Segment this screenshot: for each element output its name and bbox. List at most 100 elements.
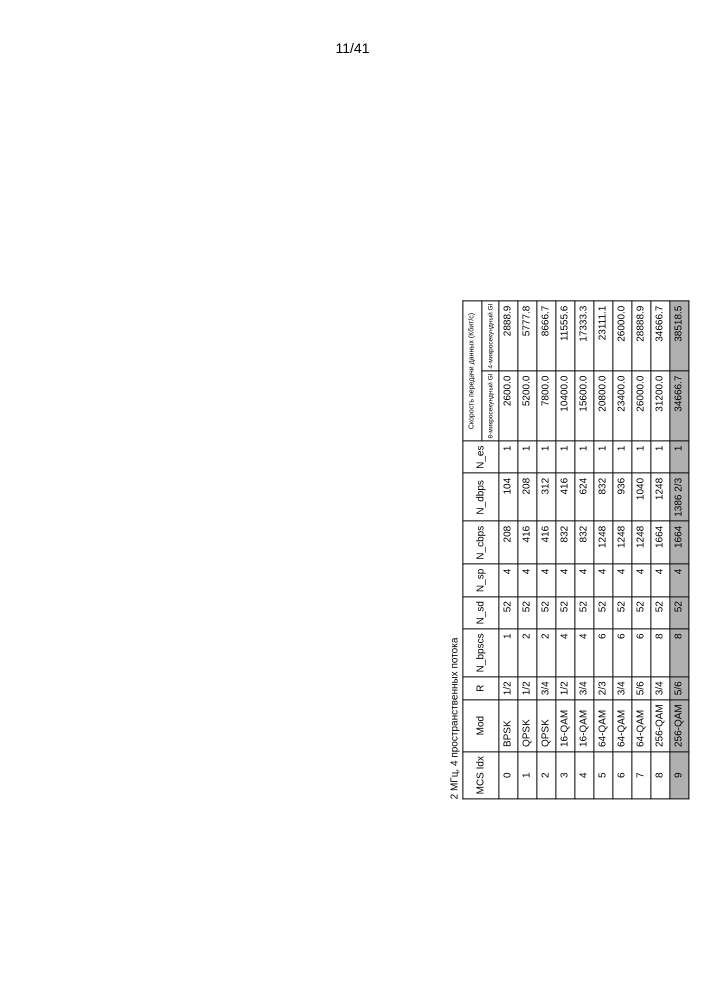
cell-nbpscs: 4	[556, 629, 575, 677]
cell-nbpscs: 2	[518, 629, 537, 677]
table-body: 0BPSK1/2152420810412600.02888.91QPSK1/22…	[499, 301, 689, 799]
cell-nsp: 4	[632, 564, 651, 596]
cell-nsp: 4	[651, 564, 670, 596]
cell-r: 3/4	[651, 677, 670, 700]
table-row: 2QPSK3/4252441631217800.08666.7	[537, 301, 556, 799]
cell-rate2: 34666.7	[651, 301, 670, 371]
cell-nes: 1	[632, 441, 651, 473]
cell-mcs: 5	[594, 752, 613, 799]
cell-r: 2/3	[594, 677, 613, 700]
cell-nsp: 4	[594, 564, 613, 596]
cell-nsp: 4	[575, 564, 594, 596]
header-nsp: N_sp	[463, 564, 499, 596]
cell-ncbps: 832	[556, 521, 575, 564]
cell-mcs: 0	[499, 752, 518, 799]
cell-mod: 64-QAM	[594, 700, 613, 752]
header-rate-sub1: 8-микросекундный GI	[482, 371, 499, 441]
table-row: 416-QAM3/44524832624115600.017333.3	[575, 301, 594, 799]
cell-rate2: 8666.7	[537, 301, 556, 371]
cell-rate1: 7800.0	[537, 371, 556, 441]
cell-ndbps: 1386 2/3	[670, 473, 689, 521]
cell-ncbps: 208	[499, 521, 518, 564]
cell-nes: 1	[575, 441, 594, 473]
cell-rate2: 2888.9	[499, 301, 518, 371]
cell-ncbps: 1248	[613, 521, 632, 564]
cell-ndbps: 1248	[651, 473, 670, 521]
cell-nbpscs: 8	[670, 629, 689, 677]
cell-nsd: 52	[499, 597, 518, 629]
table-title: 2 МГц, 4 пространственных потока	[449, 301, 460, 800]
cell-nbpscs: 2	[537, 629, 556, 677]
cell-nsd: 52	[651, 597, 670, 629]
header-nes: N_es	[463, 441, 499, 473]
page-number: 11/41	[0, 40, 705, 56]
cell-nbpscs: 1	[499, 629, 518, 677]
cell-nes: 1	[651, 441, 670, 473]
table-row: 764-QAM5/6652412481040126000.028888.9	[632, 301, 651, 799]
cell-mcs: 1	[518, 752, 537, 799]
cell-r: 3/4	[613, 677, 632, 700]
cell-nsp: 4	[613, 564, 632, 596]
table-row: 1QPSK1/2252441620815200.05777.8	[518, 301, 537, 799]
cell-ndbps: 832	[594, 473, 613, 521]
cell-ndbps: 936	[613, 473, 632, 521]
cell-ncbps: 1664	[670, 521, 689, 564]
cell-nbpscs: 6	[632, 629, 651, 677]
cell-mcs: 4	[575, 752, 594, 799]
header-nbpscs: N_bpscs	[463, 629, 499, 677]
rotated-figure-container: 2 МГц, 4 пространственных потока MCS Idx…	[449, 301, 689, 800]
cell-rate1: 20800.0	[594, 371, 613, 441]
header-rate-top: Скорость передачи данных (Кбит/с)	[463, 301, 482, 441]
cell-rate2: 26000.0	[613, 301, 632, 371]
cell-ndbps: 104	[499, 473, 518, 521]
cell-mcs: 9	[670, 752, 689, 799]
cell-mod: BPSK	[499, 700, 518, 752]
cell-ndbps: 208	[518, 473, 537, 521]
cell-rate1: 31200.0	[651, 371, 670, 441]
cell-mcs: 3	[556, 752, 575, 799]
cell-nsp: 4	[537, 564, 556, 596]
cell-ncbps: 416	[537, 521, 556, 564]
cell-nes: 1	[499, 441, 518, 473]
header-mcs: MCS Idx	[463, 752, 499, 799]
cell-rate2: 28888.9	[632, 301, 651, 371]
cell-ncbps: 1248	[594, 521, 613, 564]
cell-r: 3/4	[575, 677, 594, 700]
cell-r: 5/6	[632, 677, 651, 700]
cell-nsd: 52	[594, 597, 613, 629]
cell-nsd: 52	[613, 597, 632, 629]
cell-rate2: 17333.3	[575, 301, 594, 371]
cell-ncbps: 1664	[651, 521, 670, 564]
cell-nbpscs: 4	[575, 629, 594, 677]
table-header-row: MCS Idx Mod R N_bpscs N_sd N_sp N_cbps N…	[463, 301, 482, 799]
cell-mod: 16-QAM	[556, 700, 575, 752]
cell-nes: 1	[594, 441, 613, 473]
cell-nsd: 52	[632, 597, 651, 629]
cell-nsp: 4	[499, 564, 518, 596]
cell-nes: 1	[613, 441, 632, 473]
cell-rate1: 15600.0	[575, 371, 594, 441]
cell-mcs: 2	[537, 752, 556, 799]
cell-mod: 16-QAM	[575, 700, 594, 752]
cell-mod: 64-QAM	[632, 700, 651, 752]
cell-nsp: 4	[556, 564, 575, 596]
header-r: R	[463, 677, 499, 700]
cell-mod: 64-QAM	[613, 700, 632, 752]
cell-mod: QPSK	[518, 700, 537, 752]
cell-nsp: 4	[518, 564, 537, 596]
table-row: 664-QAM3/465241248936123400.026000.0	[613, 301, 632, 799]
cell-nsd: 52	[670, 597, 689, 629]
cell-nes: 1	[518, 441, 537, 473]
cell-rate1: 26000.0	[632, 371, 651, 441]
cell-nes: 1	[670, 441, 689, 473]
header-ncbps: N_cbps	[463, 521, 499, 564]
table-row: 564-QAM2/365241248832120800.023111.1	[594, 301, 613, 799]
header-ndbps: N_dbps	[463, 473, 499, 521]
cell-ndbps: 624	[575, 473, 594, 521]
header-mod: Mod	[463, 700, 499, 752]
table-row: 0BPSK1/2152420810412600.02888.9	[499, 301, 518, 799]
cell-rate1: 10400.0	[556, 371, 575, 441]
cell-nbpscs: 8	[651, 629, 670, 677]
cell-r: 1/2	[518, 677, 537, 700]
cell-nsd: 52	[518, 597, 537, 629]
